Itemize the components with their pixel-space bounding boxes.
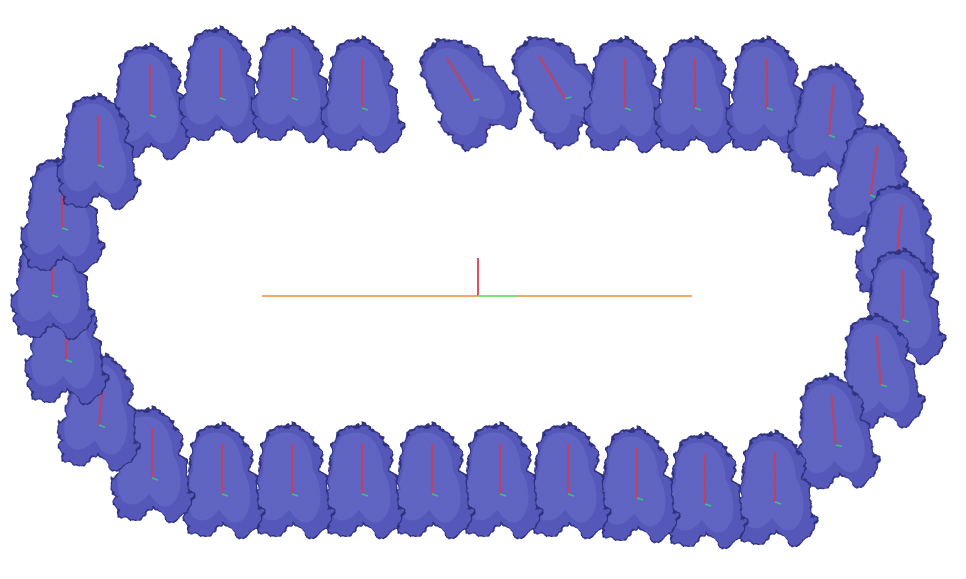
- protein-unit: [179, 28, 261, 144]
- axis-marker-tip: [567, 493, 575, 497]
- axis-marker: [869, 145, 879, 196]
- axis-marker-tip: [431, 493, 439, 497]
- protein-unit: [251, 424, 333, 540]
- axis-marker-tip: [902, 319, 910, 323]
- axis-marker: [828, 85, 835, 136]
- axis-marker: [830, 395, 837, 446]
- protein-unit: [459, 424, 541, 540]
- protein-highlight: [660, 46, 724, 137]
- axis-marker-tip: [766, 107, 774, 111]
- axis-marker-tip: [694, 107, 702, 111]
- protein-highlight: [185, 36, 249, 127]
- protein-highlight: [465, 432, 529, 523]
- protein-unit: [181, 424, 263, 540]
- axis-marker-tip: [565, 96, 572, 100]
- axis-marker-tip: [51, 294, 59, 298]
- axis-marker-tip: [499, 493, 507, 497]
- protein-unit: [391, 424, 473, 540]
- axis-marker: [445, 57, 475, 102]
- axis-marker-tip: [65, 359, 73, 363]
- protein-highlight: [794, 73, 858, 165]
- protein-unit: [664, 434, 746, 550]
- axes-helper: [262, 258, 692, 297]
- protein-highlight: [740, 440, 804, 531]
- axis-marker-tip: [828, 134, 836, 139]
- axis-marker-tip: [704, 503, 712, 507]
- protein-highlight: [257, 432, 321, 523]
- protein-unit: [321, 38, 403, 154]
- axis-marker-tip: [221, 493, 229, 497]
- protein-highlight: [397, 432, 461, 523]
- protein-unit: [584, 38, 666, 154]
- axis-marker-tip: [219, 97, 227, 101]
- axis-marker-tip: [149, 114, 157, 118]
- protein-unit: [841, 316, 923, 430]
- protein-unit: [321, 424, 403, 540]
- protein-unit: [57, 95, 139, 211]
- axis-marker-tip: [473, 98, 480, 102]
- protein-highlight: [327, 432, 391, 523]
- axis-marker-tip: [291, 97, 299, 101]
- protein-highlight: [327, 46, 391, 137]
- protein-highlight: [732, 46, 796, 137]
- protein-unit: [734, 432, 816, 548]
- axis-marker-tip: [880, 384, 888, 388]
- protein-highlight: [602, 436, 666, 527]
- axis-marker-tip: [835, 444, 843, 448]
- protein-unit: [251, 28, 333, 144]
- axis-marker: [537, 55, 567, 100]
- protein-highlight: [257, 36, 321, 127]
- protein-unit: [420, 39, 522, 151]
- axis-marker-tip: [98, 424, 106, 429]
- protein-highlight: [63, 103, 127, 194]
- protein-highlight: [590, 46, 654, 137]
- protein-unit: [596, 428, 678, 544]
- protein-highlight: [115, 53, 179, 144]
- protein-unit: [796, 376, 878, 490]
- protein-unit: [109, 45, 191, 161]
- axis-marker-tip: [61, 227, 69, 231]
- protein-unit: [527, 424, 609, 540]
- protein-highlight: [670, 442, 734, 533]
- axis-marker-tip: [636, 497, 644, 501]
- protein-ring: [11, 28, 944, 550]
- axis-marker-tip: [774, 501, 782, 505]
- protein-unit: [654, 38, 736, 154]
- axis-marker-tip: [624, 107, 632, 111]
- protein-highlight: [846, 324, 910, 413]
- axis-marker-tip: [97, 164, 105, 168]
- protein-highlight: [517, 46, 598, 134]
- axis-marker-tip: [151, 477, 159, 481]
- axis-marker: [875, 335, 882, 386]
- protein-highlight: [801, 384, 865, 473]
- protein-highlight: [187, 432, 251, 523]
- axis-marker: [896, 205, 903, 256]
- axis-marker-tip: [291, 493, 299, 497]
- protein-highlight: [425, 48, 506, 136]
- axis-marker-tip: [361, 493, 369, 497]
- protein-highlight: [533, 432, 597, 523]
- axis-marker-tip: [361, 107, 369, 111]
- protein-unit: [726, 38, 808, 154]
